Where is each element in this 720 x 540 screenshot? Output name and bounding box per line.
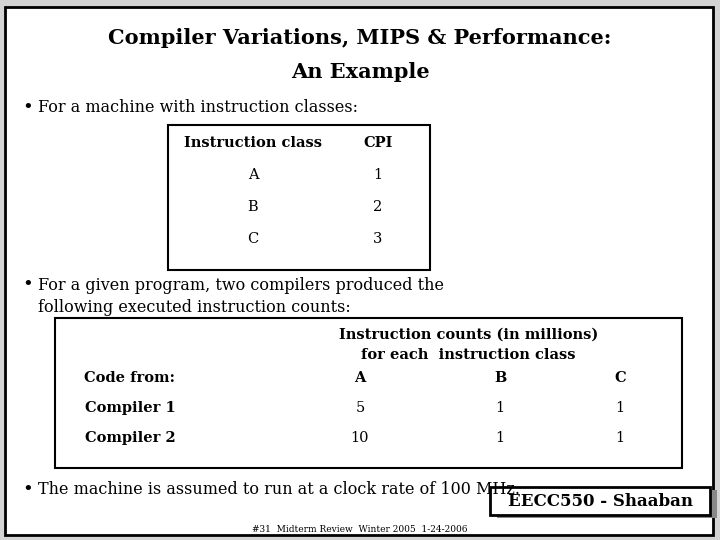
Text: For a given program, two compilers produced the: For a given program, two compilers produ… xyxy=(38,276,444,294)
Text: The machine is assumed to run at a clock rate of 100 MHz.: The machine is assumed to run at a clock… xyxy=(38,482,520,498)
FancyBboxPatch shape xyxy=(5,7,713,535)
Text: 5: 5 xyxy=(356,401,364,415)
Text: Instruction class: Instruction class xyxy=(184,136,322,150)
Text: 3: 3 xyxy=(373,232,383,246)
Text: •: • xyxy=(22,481,32,499)
Text: 1: 1 xyxy=(495,401,505,415)
Text: C: C xyxy=(614,371,626,385)
Text: 1: 1 xyxy=(374,168,382,182)
Text: An Example: An Example xyxy=(291,62,429,82)
Text: 1: 1 xyxy=(495,431,505,445)
Text: 1: 1 xyxy=(616,401,624,415)
Text: #31  Midterm Review  Winter 2005  1-24-2006: #31 Midterm Review Winter 2005 1-24-2006 xyxy=(252,525,468,535)
Text: A: A xyxy=(354,371,366,385)
Text: Instruction counts (in millions): Instruction counts (in millions) xyxy=(339,328,598,342)
Text: Compiler 1: Compiler 1 xyxy=(85,401,176,415)
Text: following executed instruction counts:: following executed instruction counts: xyxy=(38,300,351,316)
FancyBboxPatch shape xyxy=(490,487,710,515)
Text: C: C xyxy=(248,232,258,246)
Text: B: B xyxy=(248,200,258,214)
Text: CPI: CPI xyxy=(364,136,392,150)
Text: Code from:: Code from: xyxy=(84,371,176,385)
Text: 2: 2 xyxy=(374,200,382,214)
Text: •: • xyxy=(22,276,32,294)
Text: •: • xyxy=(22,99,32,117)
FancyBboxPatch shape xyxy=(168,125,430,270)
Text: 1: 1 xyxy=(616,431,624,445)
Text: 10: 10 xyxy=(351,431,369,445)
Text: For a machine with instruction classes:: For a machine with instruction classes: xyxy=(38,99,358,117)
Text: A: A xyxy=(248,168,258,182)
Text: for each  instruction class: for each instruction class xyxy=(361,348,576,362)
Text: B: B xyxy=(494,371,506,385)
FancyBboxPatch shape xyxy=(55,318,682,468)
Text: EECC550 - Shaaban: EECC550 - Shaaban xyxy=(508,492,693,510)
Text: Compiler Variations, MIPS & Performance:: Compiler Variations, MIPS & Performance: xyxy=(108,28,612,48)
FancyBboxPatch shape xyxy=(497,490,717,518)
Text: Compiler 2: Compiler 2 xyxy=(85,431,176,445)
